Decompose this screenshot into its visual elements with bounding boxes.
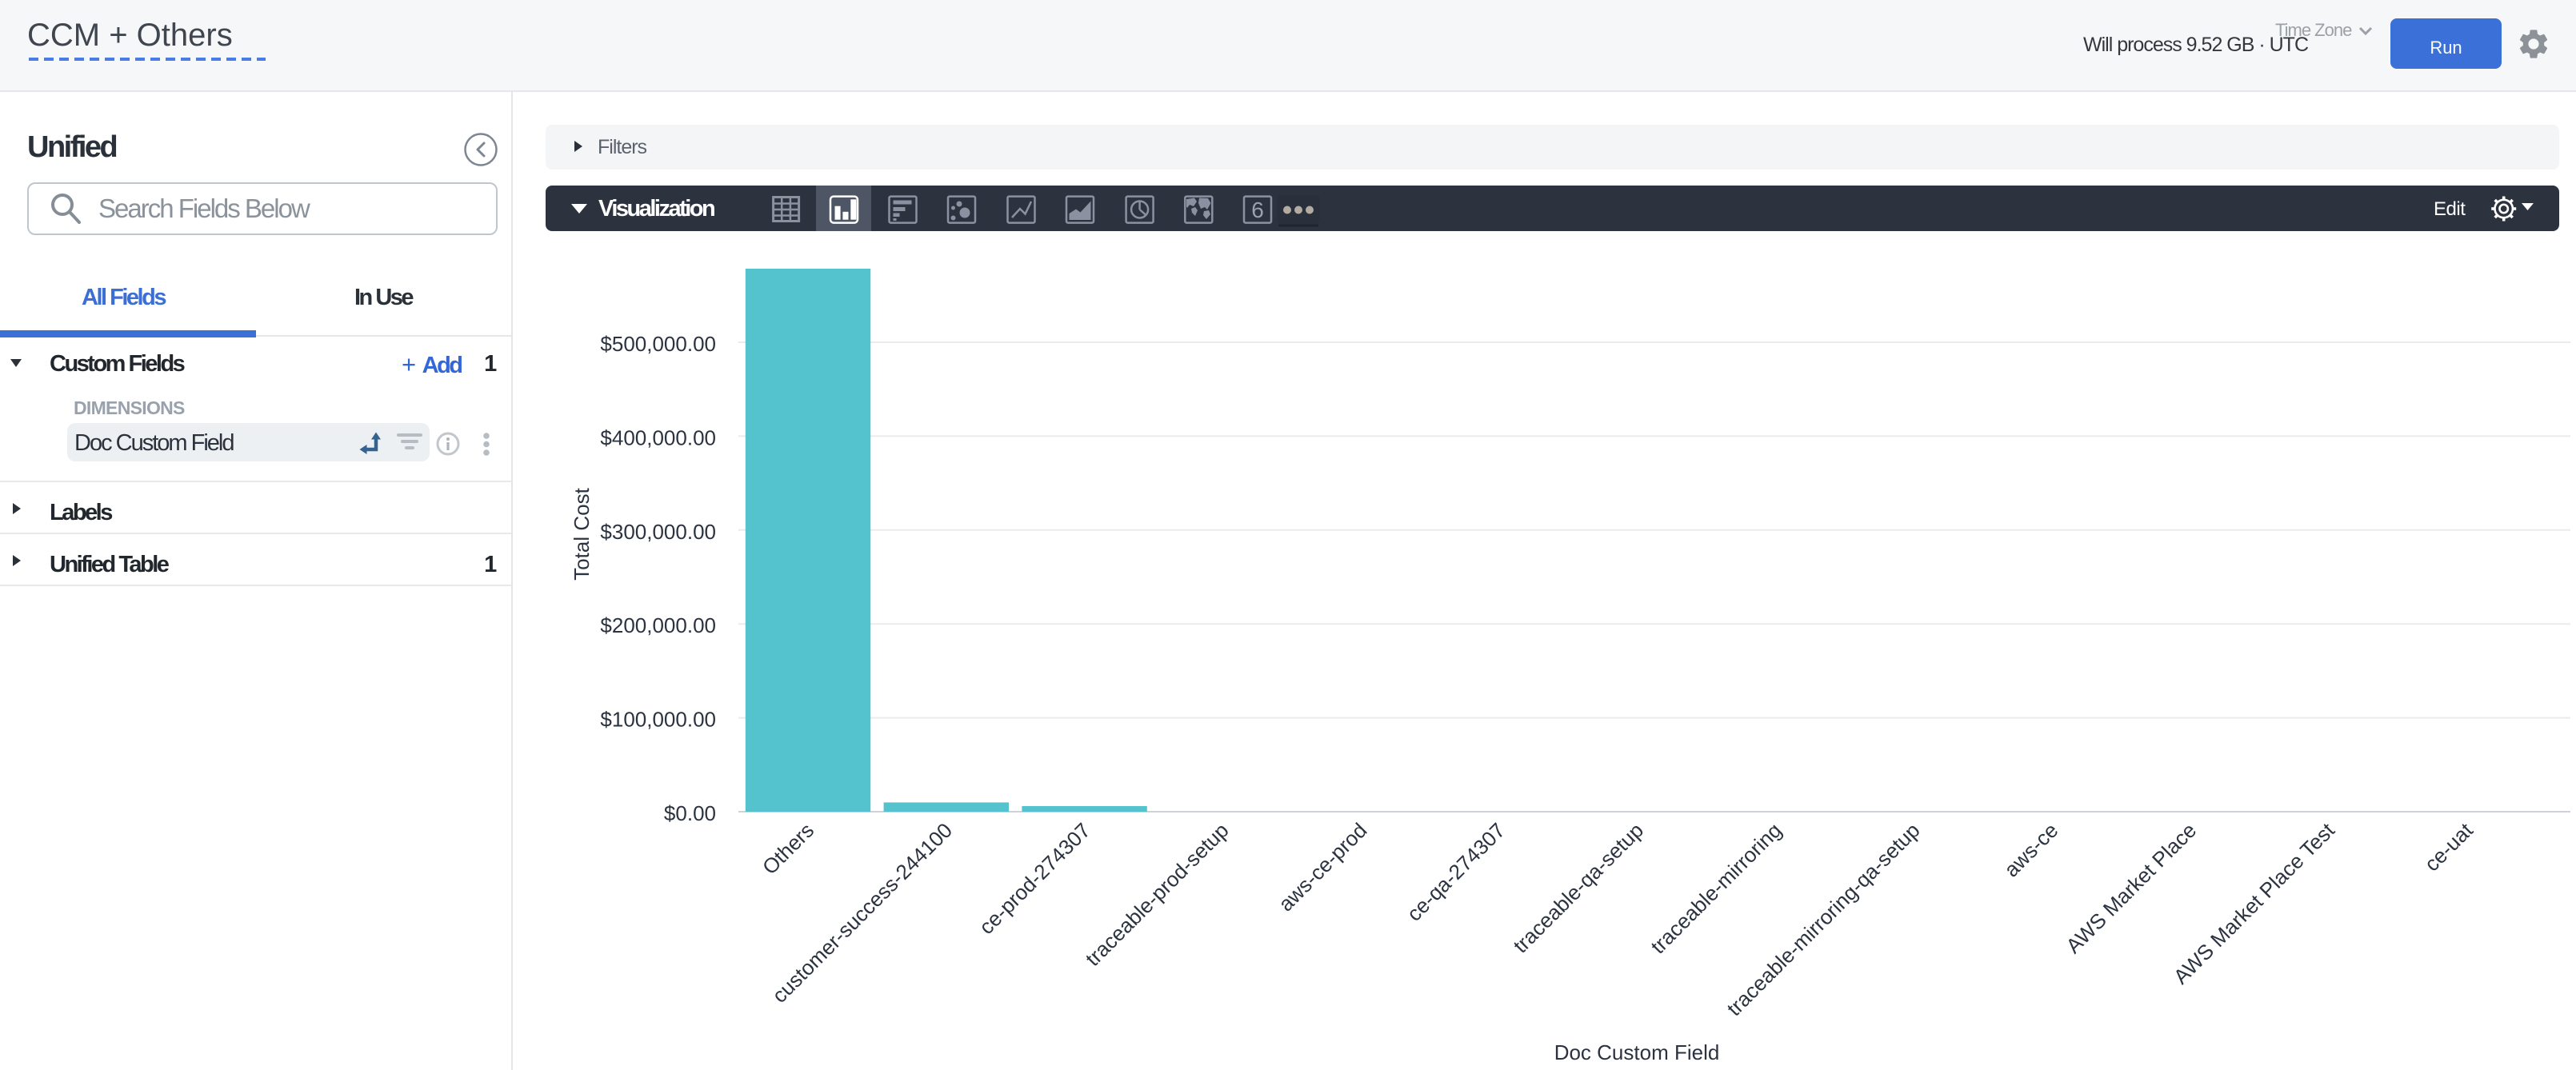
svg-text:$500,000.00: $500,000.00 — [600, 332, 716, 356]
svg-text:ce-qa-274307: ce-qa-274307 — [1402, 818, 1510, 926]
svg-text:ce-uat: ce-uat — [2420, 817, 2478, 876]
svg-text:AWS Market Place Test: AWS Market Place Test — [2169, 817, 2340, 988]
svg-text:traceable-qa-setup: traceable-qa-setup — [1509, 818, 1649, 958]
svg-text:aws-ce-prod: aws-ce-prod — [1274, 818, 1371, 916]
svg-text:$200,000.00: $200,000.00 — [600, 613, 716, 637]
svg-text:$300,000.00: $300,000.00 — [600, 520, 716, 544]
svg-text:aws-ce: aws-ce — [1999, 818, 2062, 881]
svg-text:traceable-prod-setup: traceable-prod-setup — [1081, 818, 1234, 971]
svg-text:Doc Custom Field: Doc Custom Field — [1554, 1040, 1720, 1064]
svg-text:$100,000.00: $100,000.00 — [600, 708, 716, 732]
svg-text:traceable-mirroring: traceable-mirroring — [1646, 818, 1786, 958]
svg-text:$400,000.00: $400,000.00 — [600, 425, 716, 449]
svg-text:AWS Market Place: AWS Market Place — [2061, 818, 2201, 958]
svg-text:$0.00: $0.00 — [664, 801, 716, 825]
svg-text:Total Cost: Total Cost — [570, 487, 594, 580]
svg-text:ce-prod-274307: ce-prod-274307 — [974, 818, 1095, 939]
svg-text:Others: Others — [758, 818, 818, 879]
svg-text:6: 6 — [1251, 198, 1264, 222]
